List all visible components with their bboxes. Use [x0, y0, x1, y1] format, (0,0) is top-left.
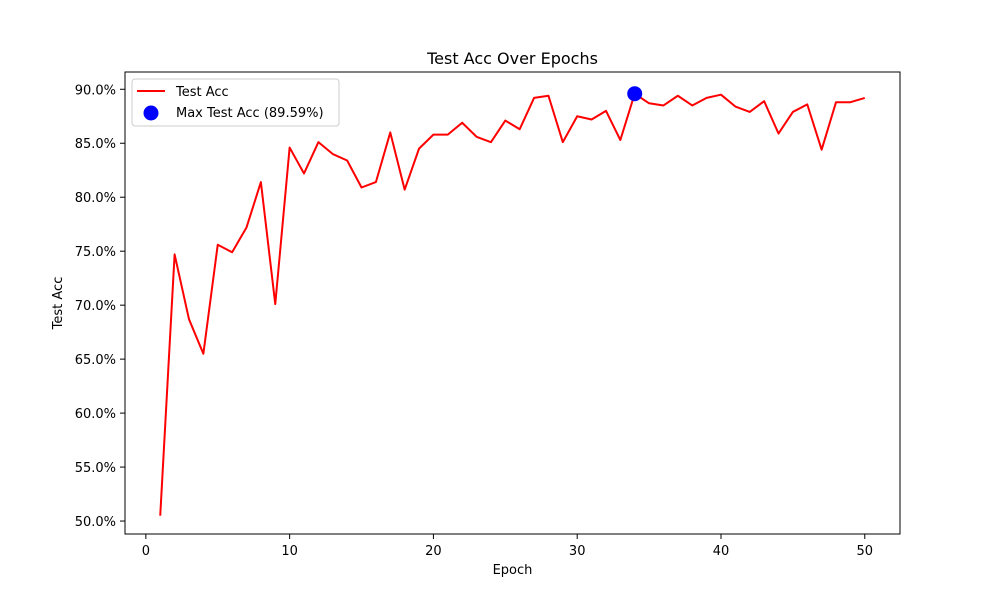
- x-tick-label: 20: [425, 544, 442, 559]
- x-tick-label: 50: [856, 544, 873, 559]
- x-axis-label: Epoch: [493, 563, 533, 578]
- y-axis-label: Test Acc: [51, 277, 66, 331]
- x-tick-label: 40: [713, 544, 730, 559]
- y-tick-label: 65.0%: [75, 353, 116, 368]
- x-tick-label: 30: [569, 544, 586, 559]
- y-tick-label: 90.0%: [75, 83, 116, 98]
- series-line-test-acc: [159, 92, 866, 516]
- plot-area: [159, 86, 866, 516]
- y-tick-label: 70.0%: [75, 299, 116, 314]
- legend-marker-swatch: [143, 105, 159, 121]
- max-test-acc-marker: [627, 86, 643, 102]
- chart-title: Test Acc Over Epochs: [426, 49, 598, 68]
- legend: Test Acc Max Test Acc (89.59%): [131, 78, 340, 127]
- x-tick-label: 10: [281, 544, 298, 559]
- y-tick-label: 50.0%: [75, 515, 116, 530]
- y-tick-label: 85.0%: [75, 137, 116, 152]
- y-tick-label: 75.0%: [75, 245, 116, 260]
- y-axis-ticks: 50.0% 55.0% 60.0% 65.0% 70.0% 75.0% 80.0% 85.0%…: [75, 83, 125, 530]
- x-tick-label: 0: [142, 544, 150, 559]
- legend-entry-test-acc: Test Acc: [175, 85, 229, 100]
- y-tick-label: 80.0%: [75, 191, 116, 206]
- y-tick-label: 55.0%: [75, 461, 116, 476]
- x-axis-ticks: 0 10 20 30 40 50: [142, 534, 873, 559]
- y-tick-label: 60.0%: [75, 407, 116, 422]
- legend-box: [131, 78, 340, 127]
- axes-frame: [124, 71, 901, 535]
- legend-entry-max-test-acc: Max Test Acc (89.59%): [176, 106, 324, 121]
